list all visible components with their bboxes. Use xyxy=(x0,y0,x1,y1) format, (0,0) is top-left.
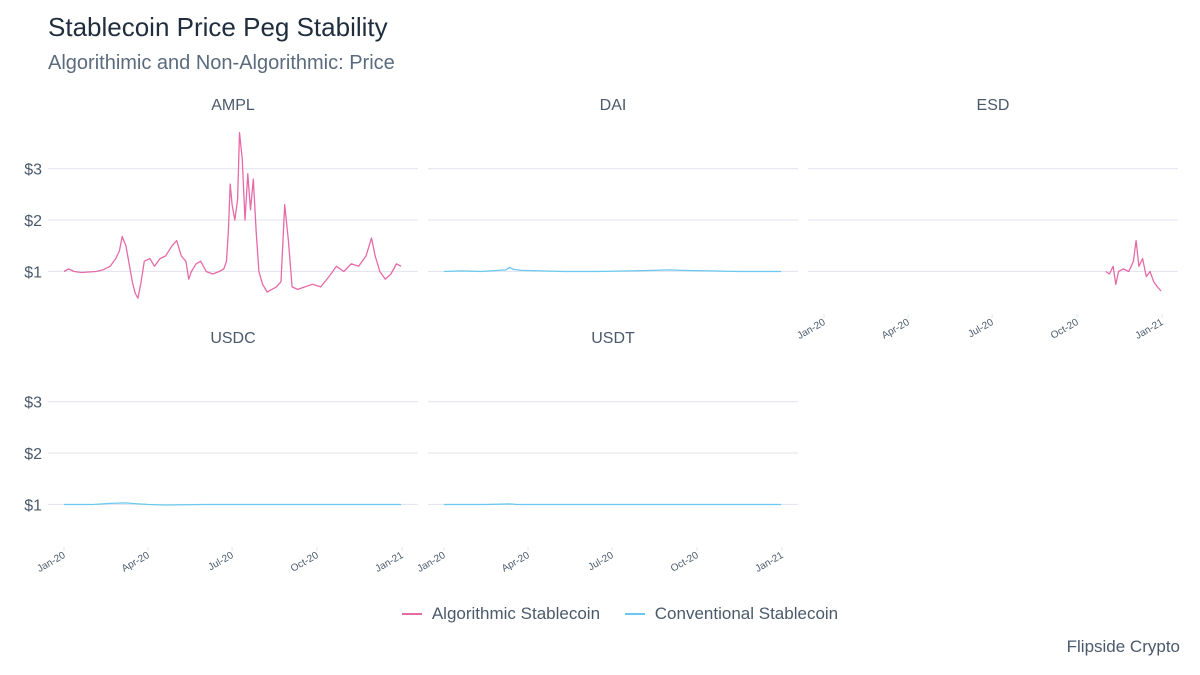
y-tick-label: $1 xyxy=(24,497,42,514)
panel-ampl: AMPL $1 $2 $3 xyxy=(24,97,418,299)
y-tick-label: $1 xyxy=(24,264,42,281)
x-tick-label: Apr-20 xyxy=(880,317,912,342)
panel-esd: ESD Jan-20 Apr-20 Jul-20 Oct-20 Jan-21 xyxy=(796,97,1178,342)
x-tick-label: Apr-20 xyxy=(500,550,532,575)
y-tick-label: $3 xyxy=(24,162,42,179)
panel-title-ampl: AMPL xyxy=(211,97,255,114)
panel-usdc: USDC $1 $2 $3 Jan-20 Apr-20 Jul-20 Oct-20 Jan-21 xyxy=(24,330,418,575)
legend-item-algorithmic: Algorithmic Stablecoin xyxy=(401,604,601,624)
x-tick-label: Jul-20 xyxy=(206,550,235,573)
x-tick-label: Jul-20 xyxy=(586,550,615,573)
series-line-esd xyxy=(1105,239,1162,292)
panel-title-usdc: USDC xyxy=(210,330,255,347)
y-tick-label: $2 xyxy=(24,213,42,230)
legend-label-conventional: Conventional Stablecoin xyxy=(654,604,839,623)
panel-title-dai: DAI xyxy=(600,97,627,114)
x-tick-label: Oct-20 xyxy=(289,550,321,575)
panel-title-esd: ESD xyxy=(977,97,1010,114)
chart-subtitle: Algorithimic and Non-Algorithmic: Price xyxy=(48,52,395,74)
x-tick-label: Jan-21 xyxy=(374,550,406,575)
panel-dai: DAI xyxy=(428,97,798,273)
x-tick-label: Apr-20 xyxy=(120,550,152,575)
y-tick-label: $3 xyxy=(24,395,42,412)
legend: Algorithmic Stablecoin Conventional Stab… xyxy=(0,600,1200,624)
chart-title: Stablecoin Price Peg Stability xyxy=(48,12,388,42)
series-line-dai xyxy=(443,266,782,273)
panel-title-usdt: USDT xyxy=(591,330,635,347)
legend-swatch-conventional xyxy=(624,613,645,615)
series-line-usdc xyxy=(64,502,402,506)
legend-swatch-algorithmic xyxy=(401,613,422,615)
panel-usdt: USDT Jan-20 Apr-20 Jul-20 Oct-20 Jan-21 xyxy=(416,330,798,575)
y-tick-label: $2 xyxy=(24,446,42,463)
x-tick-label: Jul-20 xyxy=(966,317,995,340)
legend-item-conventional: Conventional Stablecoin xyxy=(624,604,839,624)
series-line-usdt xyxy=(444,503,782,506)
x-tick-label: Oct-20 xyxy=(669,550,701,575)
faceted-line-chart: AMPL $1 $2 $3 DAI ESD Jan-20 Apr-20 Jul-20 Oct-20… xyxy=(24,97,1178,575)
x-tick-label: Jan-20 xyxy=(416,550,448,575)
series-line-ampl xyxy=(63,132,402,299)
x-tick-label: Oct-20 xyxy=(1049,317,1081,342)
x-tick-label: Jan-20 xyxy=(36,550,68,575)
x-tick-label: Jan-21 xyxy=(754,550,786,575)
x-tick-label: Jan-21 xyxy=(1134,317,1166,342)
source-caption: Flipside Crypto xyxy=(1066,637,1180,656)
x-tick-label: Jan-20 xyxy=(796,317,828,342)
legend-label-algorithmic: Algorithmic Stablecoin xyxy=(431,604,601,623)
